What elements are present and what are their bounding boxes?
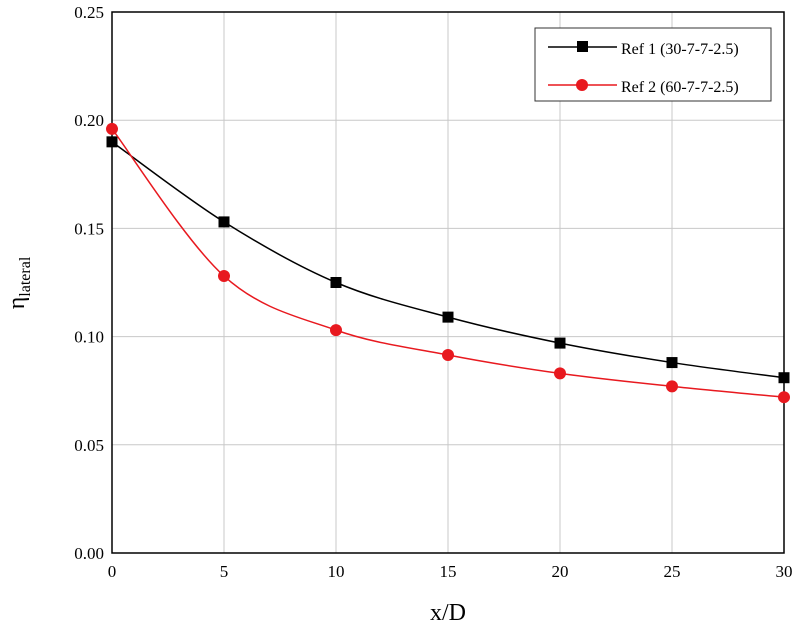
x-tick-label: 30 (776, 562, 793, 581)
data-point-ref1 (778, 372, 790, 384)
data-point-ref2 (218, 270, 230, 283)
x-tick-label: 0 (108, 562, 117, 581)
data-point-ref1 (218, 216, 230, 228)
y-tick-label: 0.10 (74, 328, 104, 347)
x-tick-label: 15 (440, 562, 457, 581)
y-axis-label: ηlateral (4, 256, 34, 309)
x-tick-label: 25 (664, 562, 681, 581)
data-point-ref1 (554, 337, 566, 349)
x-tick-label: 5 (220, 562, 229, 581)
plot-area-frame (111, 11, 785, 554)
data-point-ref1 (666, 357, 678, 369)
data-point-ref2 (554, 367, 566, 380)
y-tick-label: 0.05 (74, 436, 104, 455)
data-point-ref1 (330, 277, 342, 288)
legend-box (534, 27, 772, 102)
tick-labels: 0 5 10 15 20 25 30 0.00 0.05 0.10 0.15 0.20 0.25 (74, 3, 792, 581)
data-point-ref1 (442, 311, 454, 323)
y-tick-label: 0.00 (74, 544, 104, 563)
y-tick-label: 0.20 (74, 111, 104, 130)
x-tick-label: 10 (328, 562, 345, 581)
legend-marker-ref2 (576, 79, 588, 91)
data-point-ref2 (330, 324, 342, 337)
legend-label-ref1: Ref 1 (30-7-7-2.5) (621, 41, 739, 58)
data-point-ref1 (106, 136, 118, 148)
y-tick-label: 0.15 (74, 219, 104, 238)
series-group (106, 122, 790, 404)
data-point-ref2 (666, 380, 678, 393)
y-axis-label-sub: lateral (17, 256, 34, 297)
legend-marker-ref1 (577, 41, 588, 52)
data-point-ref2 (106, 122, 118, 135)
data-point-ref2 (778, 391, 790, 404)
x-axis-label: x/D (430, 600, 466, 626)
y-axis-label-main: η (4, 297, 30, 310)
y-tick-label: 0.25 (74, 3, 104, 22)
legend: Ref 1 (30-7-7-2.5) Ref 2 (60-7-7-2.5) (534, 27, 772, 102)
data-point-ref2 (442, 348, 454, 361)
x-tick-label: 20 (552, 562, 569, 581)
legend-label-ref2: Ref 2 (60-7-7-2.5) (621, 79, 739, 96)
